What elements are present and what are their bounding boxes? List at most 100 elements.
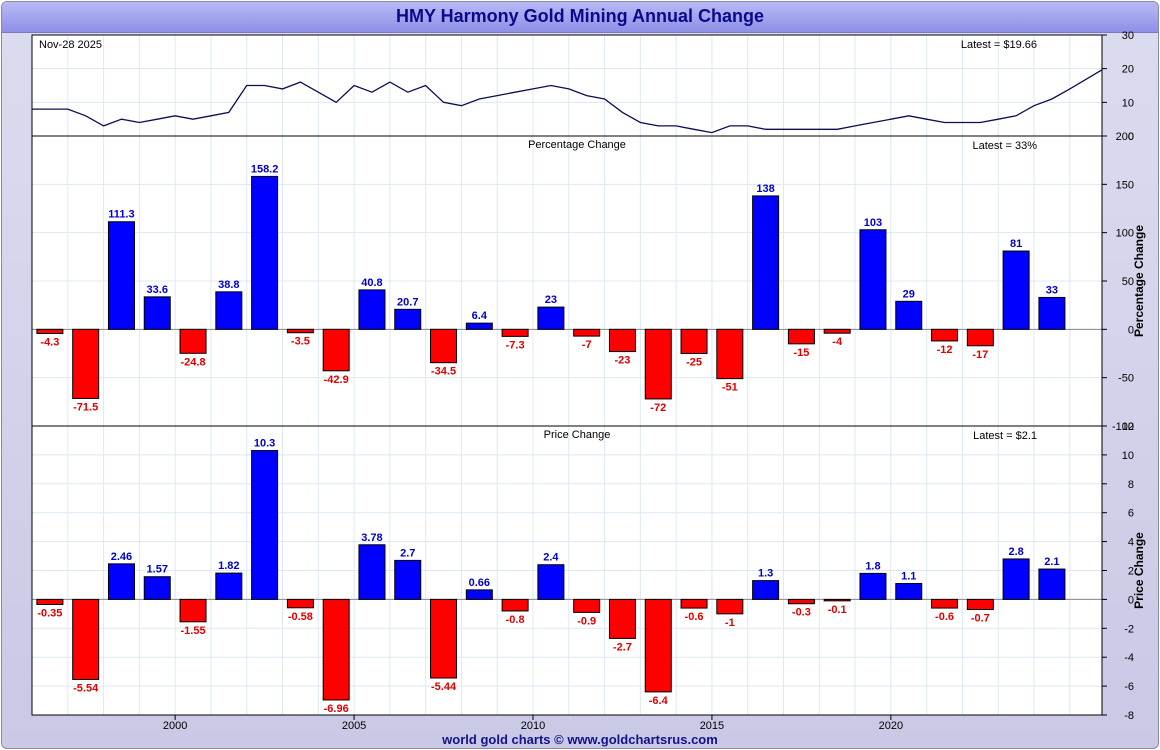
bar: [430, 328, 458, 364]
page-title: HMY Harmony Gold Mining Annual Change: [395, 6, 764, 26]
bar-data-label: -6.4: [649, 695, 669, 707]
bar-data-label: -51: [722, 382, 738, 394]
y-tick-label: 200: [1116, 131, 1134, 143]
bar: [823, 598, 851, 602]
date-label: Nov-28 2025: [39, 39, 102, 51]
bar-data-label: 6.4: [472, 310, 488, 322]
y-tick-label: 50: [1122, 276, 1134, 288]
y-tick-label: 0: [1128, 324, 1134, 336]
bar: [322, 598, 350, 701]
bar-data-label: 2.46: [111, 551, 132, 563]
bar-data-label: 1.57: [147, 564, 168, 576]
bar-data-label: -0.7: [971, 613, 990, 625]
y-tick-label: -50: [1118, 373, 1134, 385]
bar: [394, 559, 422, 600]
bar-data-label: 103: [864, 217, 882, 229]
bar-data-label: 2.1: [1044, 556, 1059, 568]
bar: [895, 300, 923, 330]
y-tick-label: 8: [1128, 479, 1134, 491]
bar: [608, 598, 636, 639]
bar-data-label: 40.8: [361, 277, 382, 289]
bar-data-label: -42.9: [324, 374, 349, 386]
y-axis-label: Percentage Change: [1132, 225, 1146, 337]
bar-data-label: -23: [615, 355, 631, 367]
bar: [358, 289, 386, 330]
bar: [537, 564, 565, 600]
y-tick-label: 150: [1116, 179, 1134, 191]
bar: [286, 598, 314, 609]
bar-data-label: 3.78: [361, 532, 382, 544]
panel-subtitle: Price Change: [544, 429, 611, 441]
y-axis-label: Price Change: [1132, 532, 1146, 609]
bar-data-label: 2.8: [1008, 546, 1023, 558]
bar-data-label: -15: [793, 347, 809, 359]
x-tick-label: 2005: [342, 720, 366, 732]
y-tick-label: -2: [1124, 623, 1134, 635]
bar-data-label: -0.1: [828, 604, 847, 616]
bar: [501, 598, 529, 612]
bar: [716, 598, 744, 615]
bar-data-label: 33: [1046, 284, 1058, 296]
bar-data-label: -0.3: [792, 607, 811, 619]
bar-data-label: 20.7: [397, 296, 418, 308]
x-tick-label: 2020: [879, 720, 903, 732]
bar-data-label: -3.5: [291, 336, 310, 348]
x-tick-label: 2015: [700, 720, 724, 732]
y-tick-label: 0: [1128, 131, 1134, 143]
bar: [143, 576, 171, 600]
bar-data-label: -4.3: [40, 336, 59, 348]
y-tick-label: -4: [1124, 652, 1134, 664]
y-tick-label: 0: [1128, 594, 1134, 606]
title-bar: HMY Harmony Gold Mining Annual Change: [2, 2, 1158, 33]
bar: [608, 328, 636, 353]
bar-data-label: -1: [725, 617, 735, 629]
bar: [931, 598, 959, 609]
bar: [895, 583, 923, 600]
bar: [680, 328, 708, 355]
bar: [787, 328, 815, 345]
bar: [966, 598, 994, 611]
bar: [36, 598, 64, 605]
bar: [358, 544, 386, 600]
y-tick-label: 6: [1128, 508, 1134, 520]
footer-credit: world gold charts © www.goldchartsrus.co…: [442, 732, 718, 747]
bar-data-label: -72: [650, 402, 666, 414]
bar: [107, 221, 135, 330]
bar-data-label: -17: [972, 349, 988, 361]
bar-data-label: -5.54: [73, 682, 99, 694]
bar-data-label: -0.35: [37, 607, 62, 619]
bar: [465, 322, 493, 330]
bar-data-label: 1.3: [758, 568, 773, 580]
bar: [644, 598, 672, 693]
bar-data-label: -4: [832, 336, 843, 348]
bar-data-label: -0.58: [288, 611, 313, 623]
bar: [823, 328, 851, 334]
bar: [787, 598, 815, 605]
y-tick-label: -6: [1124, 681, 1134, 693]
x-tick-label: 2010: [521, 720, 545, 732]
y-tick-label: 10: [1122, 450, 1134, 462]
bar: [1002, 558, 1030, 600]
bar-data-label: -34.5: [431, 366, 456, 378]
bar: [716, 328, 744, 380]
bar-data-label: -2.7: [613, 641, 632, 653]
bar-data-label: 138: [756, 183, 774, 195]
bar-data-label: 1.8: [865, 560, 880, 572]
bar: [966, 328, 994, 347]
bar: [680, 598, 708, 609]
bar: [931, 328, 959, 342]
bar: [286, 328, 314, 334]
bar-data-label: 0.66: [469, 577, 490, 589]
bar: [573, 328, 601, 337]
bar-data-label: -0.6: [935, 611, 954, 623]
bar: [1002, 250, 1030, 330]
y-tick-label: 4: [1128, 537, 1134, 549]
bar-data-label: 23: [545, 294, 557, 306]
y-tick-label: 30: [1122, 30, 1134, 42]
bar-data-label: 158.2: [251, 163, 279, 175]
bar: [430, 598, 458, 679]
latest-label: Latest = 33%: [972, 140, 1037, 152]
panel-border-price-change: [31, 425, 1103, 716]
bar: [537, 306, 565, 330]
